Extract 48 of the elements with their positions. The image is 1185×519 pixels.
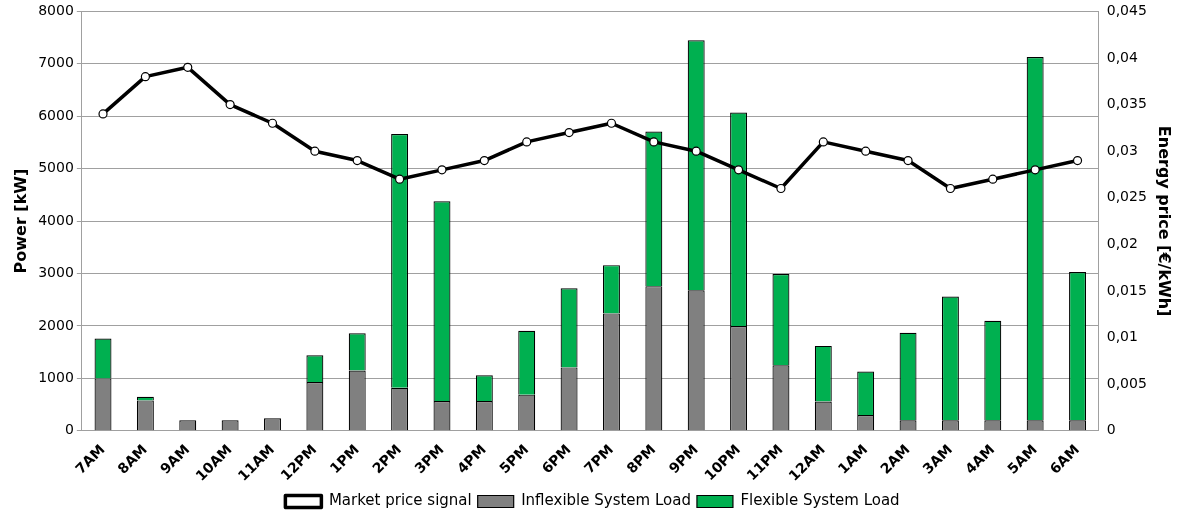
point	[818, 137, 828, 147]
y-tick-label: 4000	[38, 211, 74, 228]
point	[776, 183, 786, 194]
legend-label: Market price signal	[328, 491, 472, 510]
y2-tick-label: 0,03	[1106, 141, 1138, 158]
point	[564, 127, 574, 138]
y2-tick-label: 0,025	[1106, 188, 1147, 205]
y-tick-label: 1000	[38, 369, 74, 386]
y-tick-label: 3000	[38, 264, 74, 281]
point	[310, 146, 320, 156]
y-tick-label: 0	[64, 421, 74, 438]
y-tick-label: 5000	[38, 159, 74, 176]
legend-label: Inflexible System Load	[521, 491, 691, 510]
point	[649, 137, 659, 147]
point	[606, 118, 617, 128]
point	[903, 155, 913, 166]
point	[140, 72, 150, 82]
y-axis-title: Power [kW]	[10, 168, 30, 274]
y2-tick-label: 0,04	[1106, 48, 1138, 65]
point	[1072, 155, 1083, 166]
y2-tick-label: 0,005	[1106, 374, 1147, 391]
point	[267, 118, 278, 128]
y2-axis-title: Energy price [€/kWh]	[1155, 125, 1175, 317]
point	[395, 174, 405, 184]
point	[479, 155, 489, 166]
point	[733, 165, 744, 175]
y2-tick-label: 0,02	[1106, 235, 1138, 252]
legend-label: Flexible System Load	[740, 491, 900, 510]
y-tick-label: 7000	[38, 54, 74, 71]
y-tick-label: 6000	[38, 106, 74, 123]
y2-tick-label: 0,01	[1106, 328, 1138, 345]
point	[183, 62, 193, 72]
y-tick-label: 8000	[38, 2, 74, 19]
y2-tick-label: 0,035	[1106, 95, 1147, 112]
y2-tick-label: 0,015	[1106, 281, 1147, 298]
point	[98, 109, 108, 119]
point	[352, 155, 362, 166]
point	[861, 146, 871, 156]
point	[1030, 165, 1040, 175]
point	[945, 183, 956, 194]
point	[988, 174, 998, 184]
point	[437, 165, 447, 175]
y2-tick-label: 0	[1106, 421, 1116, 438]
point	[522, 137, 532, 147]
point	[225, 100, 235, 110]
y2-tick-label: 0,045	[1106, 2, 1147, 19]
y-tick-label: 2000	[38, 316, 74, 333]
point	[691, 146, 701, 156]
